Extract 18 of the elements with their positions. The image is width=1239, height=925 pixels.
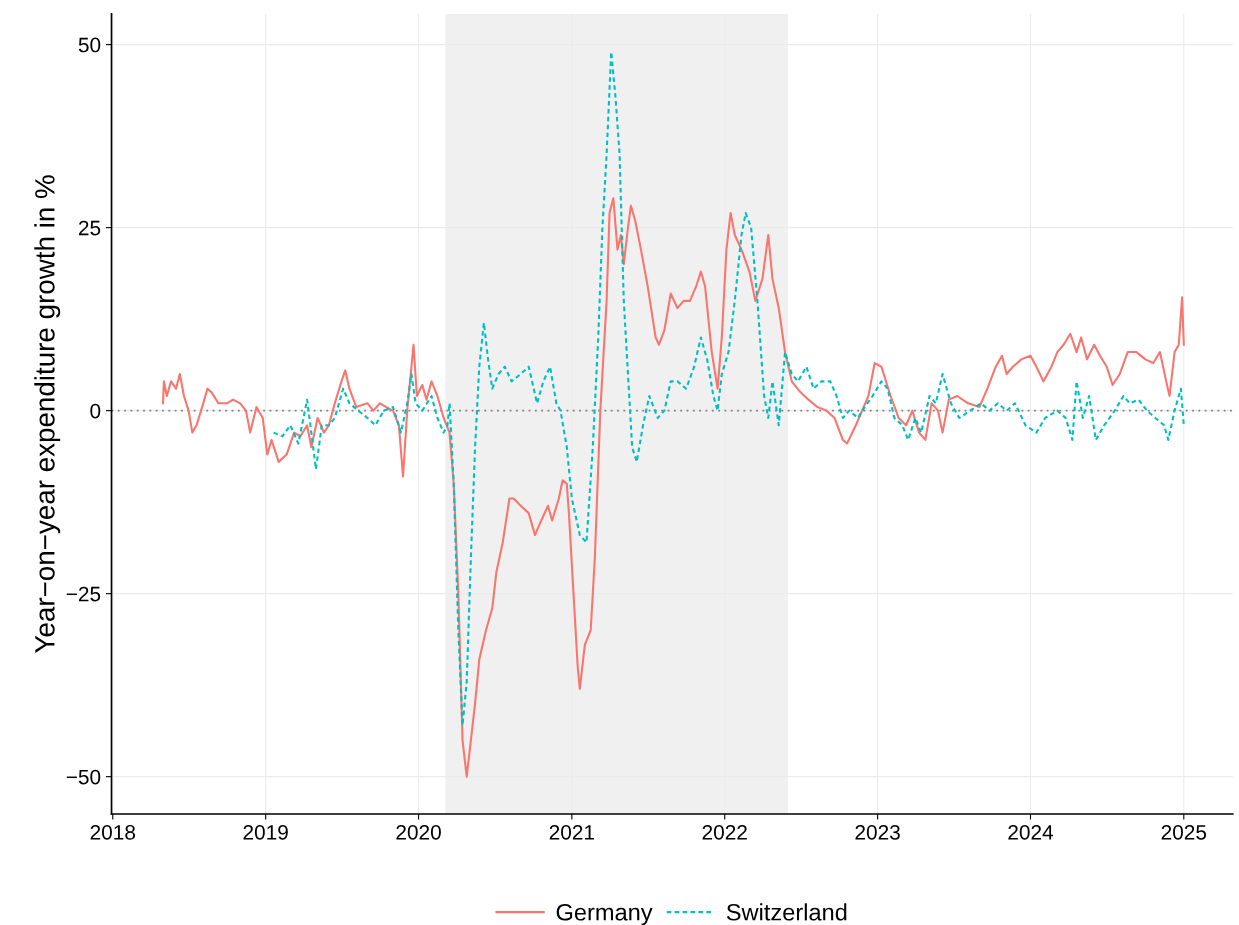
x-tick-label: 2019 <box>243 824 288 840</box>
y-tick-label: 25 <box>78 220 101 236</box>
x-tick-label: 2023 <box>855 824 900 840</box>
y-tick-label: 50 <box>78 37 101 53</box>
x-tick-label: 2018 <box>90 824 136 840</box>
line-series <box>272 50 1185 727</box>
x-tick-label: 2021 <box>549 824 594 840</box>
legend-label: Germany <box>556 903 653 925</box>
x-tick-label: 2020 <box>396 824 441 840</box>
y-tick-label: −50 <box>66 769 101 785</box>
x-tick-label: 2022 <box>702 824 747 840</box>
line-series <box>161 197 1185 778</box>
x-tick-label: 2024 <box>1008 824 1054 840</box>
y-tick-label: 0 <box>90 403 101 419</box>
y-tick-label: −25 <box>66 586 101 602</box>
x-tick-label: 2025 <box>1161 824 1207 840</box>
legend-label: Switzerland <box>726 903 847 921</box>
y-axis-title: Year−on−year expenditure growth in % <box>34 175 61 653</box>
